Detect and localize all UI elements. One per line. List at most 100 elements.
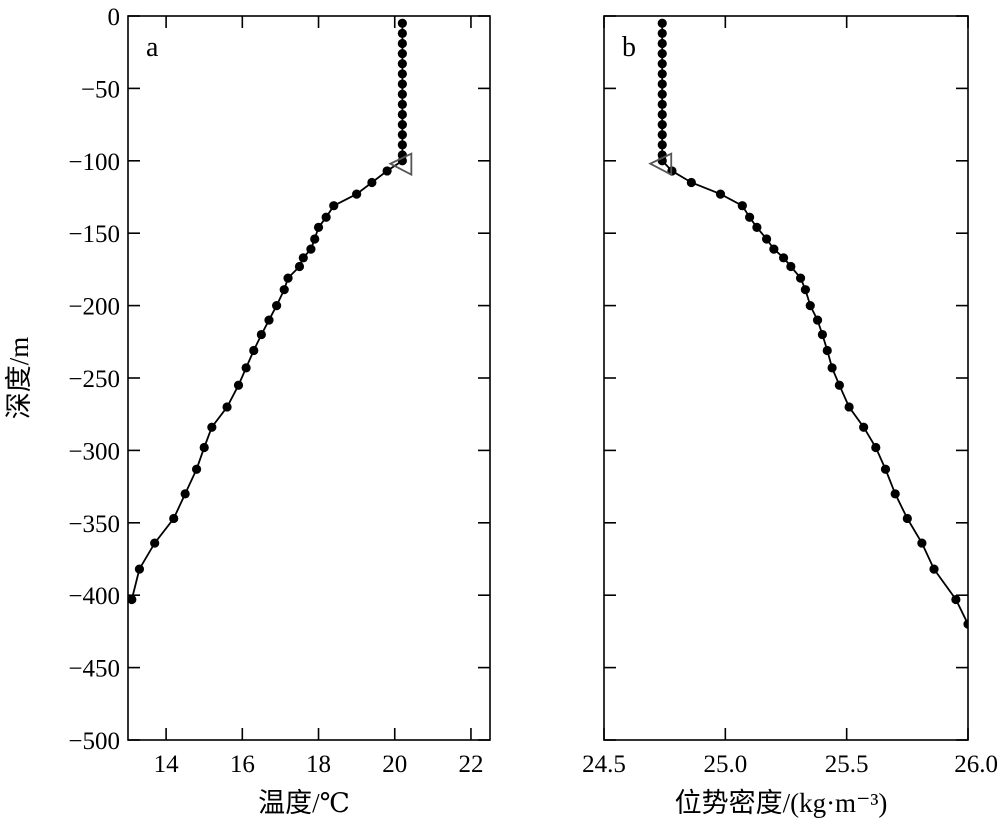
data-point <box>715 189 726 199</box>
data-point <box>222 402 232 412</box>
data-point <box>778 253 789 263</box>
data-point <box>800 285 811 295</box>
data-point <box>769 244 779 254</box>
data-point <box>657 130 667 140</box>
data-point <box>321 212 331 222</box>
x-axis-label: 位势密度/(kg·m⁻³) <box>675 788 888 818</box>
data-point <box>397 120 407 130</box>
data-point <box>890 489 900 499</box>
panel-a-temperature: 0 −50 −100 −150 −200 −250 −300 −350 −400 −450 −500… <box>68 4 491 818</box>
data-point <box>657 79 667 89</box>
data-point <box>929 564 939 574</box>
data-point <box>871 442 881 453</box>
data-point <box>169 513 179 524</box>
data-point <box>329 201 339 211</box>
data-point <box>180 489 190 499</box>
x-tick-label: 18 <box>306 751 331 778</box>
data-point <box>352 189 362 199</box>
mixed-layer-marker <box>388 152 413 177</box>
mixed-layer-marker <box>648 152 673 177</box>
data-point <box>397 38 407 49</box>
data-point <box>822 345 832 356</box>
data-point <box>397 89 407 99</box>
data-point <box>657 28 667 38</box>
data-point <box>817 329 828 340</box>
data-point <box>657 109 667 120</box>
data-point <box>249 345 259 356</box>
data-point <box>844 402 854 412</box>
data-point <box>397 79 407 89</box>
data-point <box>367 177 377 188</box>
data-point <box>834 380 844 390</box>
data-point <box>397 99 407 109</box>
data-point <box>917 538 927 548</box>
y-tick-label: −400 <box>68 583 120 610</box>
x-tick-label: 16 <box>230 751 255 778</box>
data-point <box>657 140 667 150</box>
data-point <box>382 166 392 176</box>
x-tick-label: 22 <box>458 751 483 778</box>
data-point <box>128 594 137 605</box>
y-tick-label: −250 <box>68 366 120 393</box>
panel-b-density: 24.5 25.0 25.5 26.0 位势密度/(kg·m⁻³) b <box>582 15 998 818</box>
x-tick-label: 20 <box>382 751 407 778</box>
y-tick-label: −200 <box>68 294 120 321</box>
data-point <box>279 285 289 295</box>
data-point <box>272 301 282 311</box>
y-tick-label: −300 <box>68 438 120 465</box>
series-line <box>130 23 404 600</box>
x-tick-label: 25.5 <box>825 751 869 778</box>
data-point <box>397 109 407 120</box>
data-point <box>397 18 407 28</box>
data-point <box>283 273 293 283</box>
data-point <box>786 261 796 272</box>
data-point <box>313 222 324 233</box>
data-point <box>657 69 667 79</box>
y-tick-label: −350 <box>68 511 120 538</box>
data-point <box>963 619 968 629</box>
y-tick-label: −50 <box>81 76 120 103</box>
data-point <box>134 564 145 574</box>
data-point <box>233 380 244 390</box>
data-point <box>397 59 407 69</box>
data-point <box>859 422 869 432</box>
data-point <box>241 363 251 373</box>
x-tick-label: 26.0 <box>954 751 998 778</box>
data-point <box>657 49 667 59</box>
y-tick-label: 0 <box>108 4 121 31</box>
data-point <box>795 273 806 283</box>
y-axis-label: 深度/m <box>4 337 34 420</box>
data-point <box>657 18 667 28</box>
data-point <box>657 59 667 69</box>
data-point <box>657 38 667 49</box>
data-point <box>752 222 762 233</box>
data-point <box>264 315 274 325</box>
y-tick-label: −500 <box>68 728 120 755</box>
data-point <box>657 89 667 99</box>
x-tick-label: 24.5 <box>582 751 626 778</box>
data-point <box>902 513 912 524</box>
data-point <box>880 464 891 474</box>
data-point <box>951 594 961 605</box>
data-point <box>256 329 266 340</box>
data-point <box>745 212 755 222</box>
data-point <box>761 234 772 244</box>
data-point <box>298 253 308 263</box>
data-point <box>397 28 407 38</box>
y-tick-label: −100 <box>68 149 120 176</box>
plot-frame <box>127 15 491 741</box>
data-point <box>199 442 209 453</box>
y-tick-label: −150 <box>68 221 120 248</box>
data-point <box>294 261 305 272</box>
data-point <box>150 538 160 548</box>
data-point <box>657 120 667 130</box>
panel-label: a <box>146 32 159 63</box>
x-axis-label: 温度/℃ <box>258 788 350 818</box>
data-point <box>306 244 316 254</box>
data-point <box>686 177 696 188</box>
data-point <box>397 49 407 59</box>
data-point <box>191 464 202 474</box>
panel-label: b <box>622 32 636 63</box>
y-tick-label: −450 <box>68 656 120 683</box>
